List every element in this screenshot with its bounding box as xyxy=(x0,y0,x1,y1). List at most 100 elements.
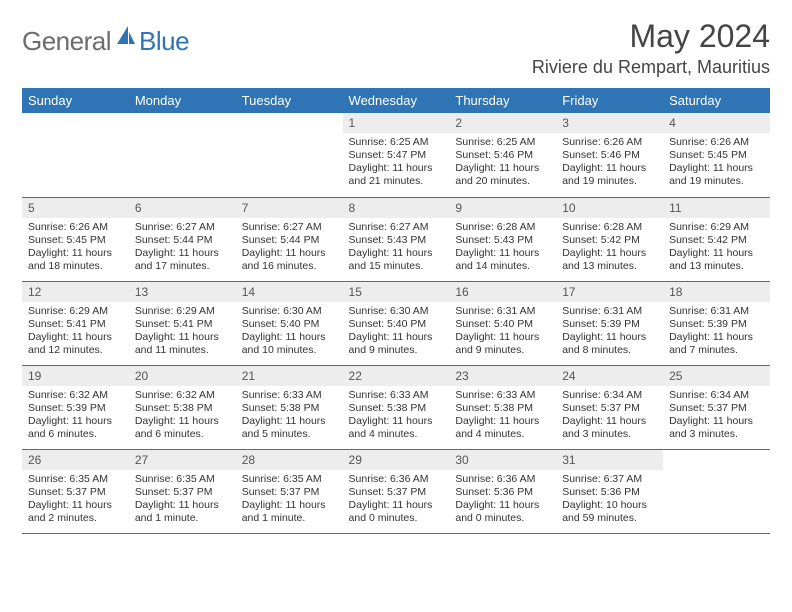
sunset-text: Sunset: 5:39 PM xyxy=(669,318,764,331)
calendar-row: 26Sunrise: 6:35 AMSunset: 5:37 PMDayligh… xyxy=(22,449,770,533)
sunrise-text: Sunrise: 6:33 AM xyxy=(242,389,337,402)
calendar-cell: 8Sunrise: 6:27 AMSunset: 5:43 PMDaylight… xyxy=(343,197,450,281)
day-details: Sunrise: 6:36 AMSunset: 5:37 PMDaylight:… xyxy=(343,470,450,530)
sunset-text: Sunset: 5:37 PM xyxy=(562,402,657,415)
calendar-body: 1Sunrise: 6:25 AMSunset: 5:47 PMDaylight… xyxy=(22,113,770,533)
calendar-cell: 21Sunrise: 6:33 AMSunset: 5:38 PMDayligh… xyxy=(236,365,343,449)
daylight-text: Daylight: 11 hours and 19 minutes. xyxy=(669,162,764,188)
logo-text-blue: Blue xyxy=(139,26,189,57)
day-number: 21 xyxy=(236,366,343,386)
day-details: Sunrise: 6:33 AMSunset: 5:38 PMDaylight:… xyxy=(236,386,343,446)
sunset-text: Sunset: 5:40 PM xyxy=(455,318,550,331)
day-number: 1 xyxy=(343,113,450,133)
daylight-text: Daylight: 11 hours and 14 minutes. xyxy=(455,247,550,273)
calendar-cell: 23Sunrise: 6:33 AMSunset: 5:38 PMDayligh… xyxy=(449,365,556,449)
day-number: 8 xyxy=(343,198,450,218)
sunrise-text: Sunrise: 6:27 AM xyxy=(242,221,337,234)
calendar-cell xyxy=(663,449,770,533)
day-details: Sunrise: 6:31 AMSunset: 5:39 PMDaylight:… xyxy=(663,302,770,362)
daylight-text: Daylight: 11 hours and 2 minutes. xyxy=(28,499,123,525)
sunrise-text: Sunrise: 6:27 AM xyxy=(135,221,230,234)
sunrise-text: Sunrise: 6:27 AM xyxy=(349,221,444,234)
calendar-cell: 1Sunrise: 6:25 AMSunset: 5:47 PMDaylight… xyxy=(343,113,450,197)
daylight-text: Daylight: 10 hours and 59 minutes. xyxy=(562,499,657,525)
day-number: 5 xyxy=(22,198,129,218)
daylight-text: Daylight: 11 hours and 12 minutes. xyxy=(28,331,123,357)
day-details: Sunrise: 6:30 AMSunset: 5:40 PMDaylight:… xyxy=(343,302,450,362)
daylight-text: Daylight: 11 hours and 7 minutes. xyxy=(669,331,764,357)
sunset-text: Sunset: 5:47 PM xyxy=(349,149,444,162)
day-number: 27 xyxy=(129,450,236,470)
day-number: 6 xyxy=(129,198,236,218)
day-details: Sunrise: 6:32 AMSunset: 5:38 PMDaylight:… xyxy=(129,386,236,446)
sunrise-text: Sunrise: 6:36 AM xyxy=(349,473,444,486)
calendar-cell: 2Sunrise: 6:25 AMSunset: 5:46 PMDaylight… xyxy=(449,113,556,197)
sunset-text: Sunset: 5:38 PM xyxy=(455,402,550,415)
daylight-text: Daylight: 11 hours and 13 minutes. xyxy=(669,247,764,273)
calendar-cell: 16Sunrise: 6:31 AMSunset: 5:40 PMDayligh… xyxy=(449,281,556,365)
calendar-cell: 13Sunrise: 6:29 AMSunset: 5:41 PMDayligh… xyxy=(129,281,236,365)
day-number: 29 xyxy=(343,450,450,470)
sunset-text: Sunset: 5:40 PM xyxy=(242,318,337,331)
day-details: Sunrise: 6:28 AMSunset: 5:42 PMDaylight:… xyxy=(556,218,663,278)
day-details: Sunrise: 6:32 AMSunset: 5:39 PMDaylight:… xyxy=(22,386,129,446)
calendar-cell: 25Sunrise: 6:34 AMSunset: 5:37 PMDayligh… xyxy=(663,365,770,449)
calendar-cell: 6Sunrise: 6:27 AMSunset: 5:44 PMDaylight… xyxy=(129,197,236,281)
day-number: 11 xyxy=(663,198,770,218)
daylight-text: Daylight: 11 hours and 10 minutes. xyxy=(242,331,337,357)
sunset-text: Sunset: 5:36 PM xyxy=(562,486,657,499)
daylight-text: Daylight: 11 hours and 4 minutes. xyxy=(455,415,550,441)
sunrise-text: Sunrise: 6:31 AM xyxy=(562,305,657,318)
sunset-text: Sunset: 5:43 PM xyxy=(349,234,444,247)
sunset-text: Sunset: 5:38 PM xyxy=(242,402,337,415)
day-details xyxy=(22,119,129,171)
day-number: 17 xyxy=(556,282,663,302)
day-number: 4 xyxy=(663,113,770,133)
sunset-text: Sunset: 5:37 PM xyxy=(242,486,337,499)
calendar-cell: 11Sunrise: 6:29 AMSunset: 5:42 PMDayligh… xyxy=(663,197,770,281)
calendar-cell: 24Sunrise: 6:34 AMSunset: 5:37 PMDayligh… xyxy=(556,365,663,449)
day-number: 24 xyxy=(556,366,663,386)
calendar-cell xyxy=(22,113,129,197)
sunrise-text: Sunrise: 6:26 AM xyxy=(28,221,123,234)
calendar-cell: 18Sunrise: 6:31 AMSunset: 5:39 PMDayligh… xyxy=(663,281,770,365)
day-number: 28 xyxy=(236,450,343,470)
sunset-text: Sunset: 5:37 PM xyxy=(349,486,444,499)
daylight-text: Daylight: 11 hours and 13 minutes. xyxy=(562,247,657,273)
day-number: 22 xyxy=(343,366,450,386)
calendar-table: Sunday Monday Tuesday Wednesday Thursday… xyxy=(22,88,770,534)
sunrise-text: Sunrise: 6:29 AM xyxy=(28,305,123,318)
day-number: 19 xyxy=(22,366,129,386)
sunrise-text: Sunrise: 6:29 AM xyxy=(135,305,230,318)
day-details xyxy=(129,119,236,171)
calendar-cell: 3Sunrise: 6:26 AMSunset: 5:46 PMDaylight… xyxy=(556,113,663,197)
sunset-text: Sunset: 5:44 PM xyxy=(135,234,230,247)
sunset-text: Sunset: 5:37 PM xyxy=(669,402,764,415)
weekday-header: Tuesday xyxy=(236,88,343,113)
day-details: Sunrise: 6:25 AMSunset: 5:47 PMDaylight:… xyxy=(343,133,450,193)
daylight-text: Daylight: 11 hours and 6 minutes. xyxy=(135,415,230,441)
sunset-text: Sunset: 5:45 PM xyxy=(28,234,123,247)
day-details xyxy=(663,456,770,508)
day-number: 16 xyxy=(449,282,556,302)
day-details: Sunrise: 6:33 AMSunset: 5:38 PMDaylight:… xyxy=(343,386,450,446)
daylight-text: Daylight: 11 hours and 9 minutes. xyxy=(349,331,444,357)
calendar-cell: 7Sunrise: 6:27 AMSunset: 5:44 PMDaylight… xyxy=(236,197,343,281)
calendar-cell: 10Sunrise: 6:28 AMSunset: 5:42 PMDayligh… xyxy=(556,197,663,281)
calendar-cell: 26Sunrise: 6:35 AMSunset: 5:37 PMDayligh… xyxy=(22,449,129,533)
daylight-text: Daylight: 11 hours and 20 minutes. xyxy=(455,162,550,188)
daylight-text: Daylight: 11 hours and 4 minutes. xyxy=(349,415,444,441)
day-details: Sunrise: 6:37 AMSunset: 5:36 PMDaylight:… xyxy=(556,470,663,530)
daylight-text: Daylight: 11 hours and 19 minutes. xyxy=(562,162,657,188)
day-number: 31 xyxy=(556,450,663,470)
sunset-text: Sunset: 5:38 PM xyxy=(349,402,444,415)
day-details: Sunrise: 6:27 AMSunset: 5:44 PMDaylight:… xyxy=(236,218,343,278)
sunrise-text: Sunrise: 6:26 AM xyxy=(669,136,764,149)
sunset-text: Sunset: 5:41 PM xyxy=(28,318,123,331)
sunrise-text: Sunrise: 6:37 AM xyxy=(562,473,657,486)
sunset-text: Sunset: 5:46 PM xyxy=(562,149,657,162)
calendar-cell: 29Sunrise: 6:36 AMSunset: 5:37 PMDayligh… xyxy=(343,449,450,533)
day-details: Sunrise: 6:26 AMSunset: 5:45 PMDaylight:… xyxy=(663,133,770,193)
logo: General Blue xyxy=(22,18,189,57)
calendar-cell: 27Sunrise: 6:35 AMSunset: 5:37 PMDayligh… xyxy=(129,449,236,533)
